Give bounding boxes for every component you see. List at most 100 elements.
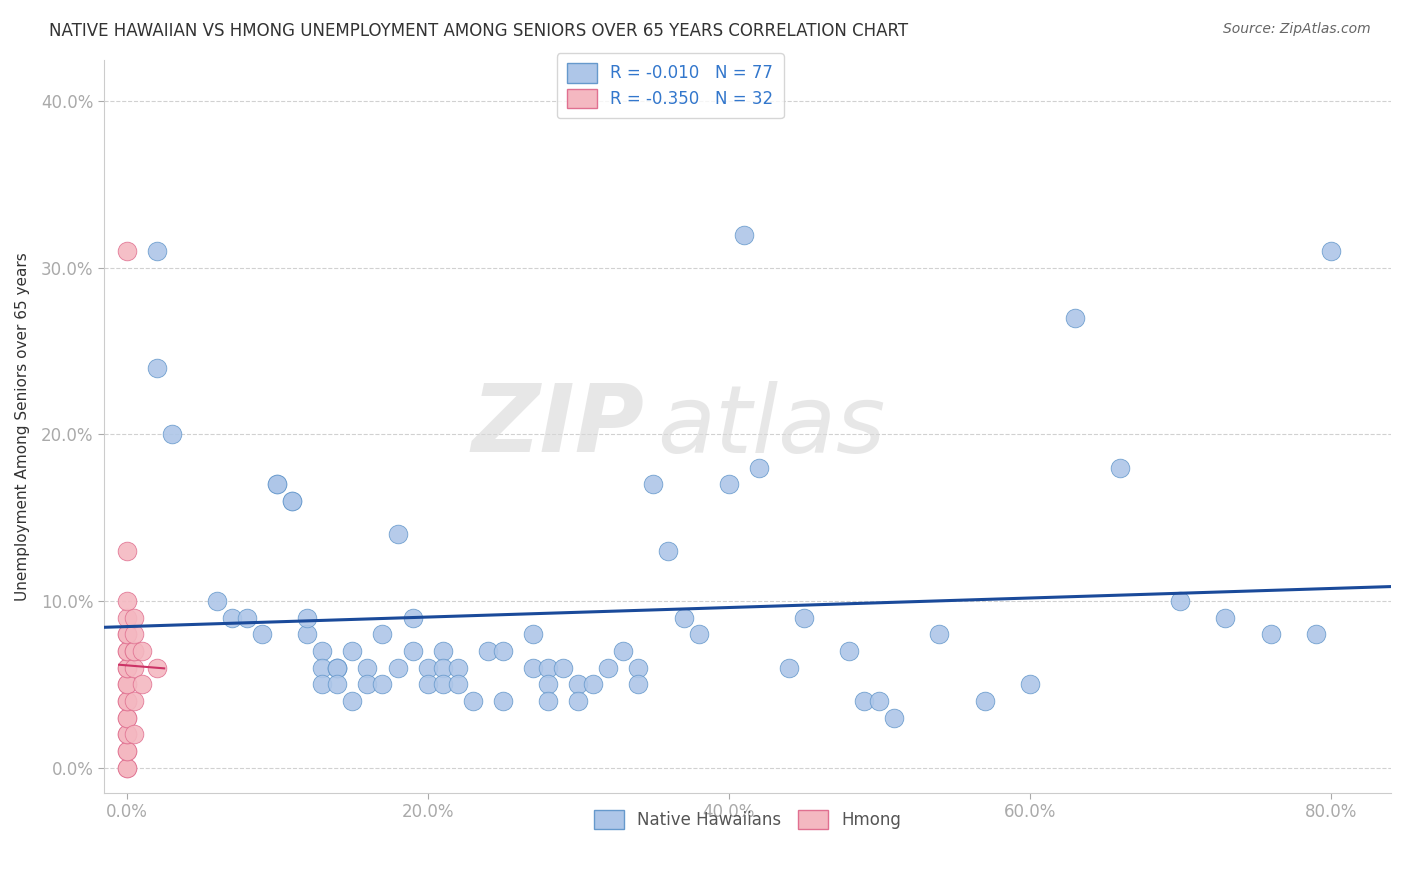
Point <box>326 661 349 675</box>
Point <box>688 627 710 641</box>
Point <box>236 611 259 625</box>
Point <box>122 644 145 658</box>
Point <box>553 661 575 675</box>
Legend: Native Hawaiians, Hmong: Native Hawaiians, Hmong <box>588 803 908 836</box>
Point <box>401 611 423 625</box>
Point <box>326 661 349 675</box>
Point <box>416 677 439 691</box>
Point <box>1109 460 1132 475</box>
Point <box>122 661 145 675</box>
Point <box>115 244 138 259</box>
Point <box>793 611 815 625</box>
Point <box>387 527 409 541</box>
Point <box>297 611 319 625</box>
Point <box>115 727 138 741</box>
Point <box>387 661 409 675</box>
Point <box>115 677 138 691</box>
Point <box>447 677 470 691</box>
Point <box>973 694 995 708</box>
Point <box>115 677 138 691</box>
Point <box>115 661 138 675</box>
Point <box>145 244 167 259</box>
Point <box>266 477 288 491</box>
Point <box>1018 677 1040 691</box>
Point <box>1320 244 1343 259</box>
Point <box>477 644 499 658</box>
Point <box>1168 594 1191 608</box>
Point <box>778 661 800 675</box>
Point <box>122 627 145 641</box>
Point <box>131 677 153 691</box>
Point <box>115 627 138 641</box>
Point <box>311 677 333 691</box>
Point <box>733 227 755 242</box>
Point <box>122 611 145 625</box>
Point <box>326 677 349 691</box>
Point <box>145 661 167 675</box>
Point <box>281 494 304 508</box>
Point <box>447 661 470 675</box>
Point <box>627 677 650 691</box>
Text: NATIVE HAWAIIAN VS HMONG UNEMPLOYMENT AMONG SENIORS OVER 65 YEARS CORRELATION CH: NATIVE HAWAIIAN VS HMONG UNEMPLOYMENT AM… <box>49 22 908 40</box>
Point <box>250 627 273 641</box>
Point <box>883 711 905 725</box>
Point <box>868 694 890 708</box>
Point <box>311 661 333 675</box>
Point <box>401 644 423 658</box>
Point <box>371 677 394 691</box>
Point <box>492 694 515 708</box>
Point <box>356 661 378 675</box>
Point <box>115 761 138 775</box>
Text: Source: ZipAtlas.com: Source: ZipAtlas.com <box>1223 22 1371 37</box>
Point <box>115 694 138 708</box>
Point <box>356 677 378 691</box>
Point <box>1260 627 1282 641</box>
Point <box>492 644 515 658</box>
Point <box>221 611 243 625</box>
Point <box>598 661 620 675</box>
Point <box>122 644 145 658</box>
Point <box>145 360 167 375</box>
Point <box>342 694 364 708</box>
Point <box>115 611 138 625</box>
Point <box>537 677 560 691</box>
Point <box>115 761 138 775</box>
Y-axis label: Unemployment Among Seniors over 65 years: Unemployment Among Seniors over 65 years <box>15 252 30 600</box>
Point <box>838 644 860 658</box>
Point <box>522 661 544 675</box>
Point <box>297 627 319 641</box>
Point <box>567 694 589 708</box>
Point <box>115 644 138 658</box>
Point <box>371 627 394 641</box>
Point <box>281 494 304 508</box>
Point <box>853 694 876 708</box>
Point <box>115 694 138 708</box>
Point <box>115 744 138 758</box>
Point <box>928 627 950 641</box>
Point <box>311 644 333 658</box>
Point <box>115 711 138 725</box>
Point <box>672 611 695 625</box>
Point <box>432 677 454 691</box>
Point <box>131 644 153 658</box>
Point <box>326 661 349 675</box>
Point <box>115 644 138 658</box>
Point <box>122 694 145 708</box>
Point <box>1215 611 1237 625</box>
Point <box>432 661 454 675</box>
Point <box>582 677 605 691</box>
Point <box>342 644 364 658</box>
Point <box>1064 310 1087 325</box>
Point <box>416 661 439 675</box>
Point <box>432 644 454 658</box>
Point <box>115 627 138 641</box>
Point <box>115 711 138 725</box>
Point <box>627 661 650 675</box>
Point <box>657 544 679 558</box>
Point <box>537 694 560 708</box>
Point <box>115 661 138 675</box>
Point <box>643 477 665 491</box>
Point <box>537 661 560 675</box>
Text: atlas: atlas <box>658 381 886 472</box>
Point <box>1305 627 1327 641</box>
